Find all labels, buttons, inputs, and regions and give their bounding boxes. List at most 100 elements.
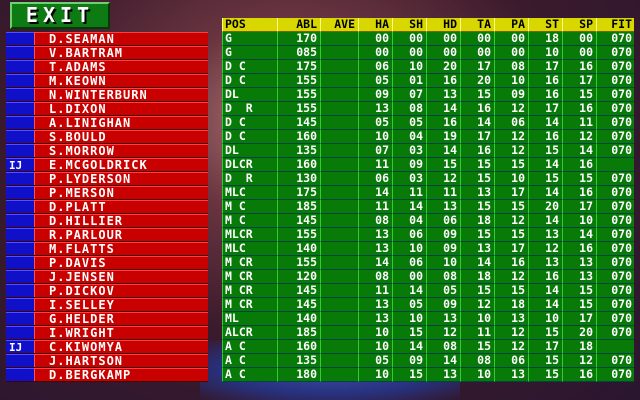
player-row[interactable]: S.BOULD (6, 130, 208, 144)
player-name[interactable]: C.KIWOMYA (34, 340, 208, 354)
player-name[interactable]: S.BOULD (34, 130, 208, 144)
table-row[interactable]: D C 155 05 01 16 20 10 16 17 070 (222, 74, 636, 88)
table-row[interactable]: M CR 155 14 06 10 14 16 13 13 070 (222, 256, 636, 270)
table-row[interactable]: A C 180 10 15 13 10 13 15 16 070 (222, 368, 636, 382)
table-row[interactable]: M CR 145 11 14 05 15 15 14 15 070 (222, 284, 636, 298)
table-row[interactable]: MLC 175 14 11 11 13 17 14 16 070 (222, 186, 636, 200)
player-name[interactable]: J.JENSEN (34, 270, 208, 284)
table-row[interactable]: D R 155 13 08 14 16 12 17 16 070 (222, 102, 636, 116)
column-header-ave[interactable]: AVE (320, 18, 358, 32)
player-name[interactable]: D.PLATT (34, 200, 208, 214)
player-name[interactable]: J.HARTSON (34, 354, 208, 368)
player-name[interactable]: P.DAVIS (34, 256, 208, 270)
player-row[interactable]: L.DIXON (6, 102, 208, 116)
player-name[interactable]: N.WINTERBURN (34, 88, 208, 102)
player-row[interactable]: J.HARTSON (6, 354, 208, 368)
player-name[interactable]: R.PARLOUR (34, 228, 208, 242)
player-name[interactable]: V.BARTRAM (34, 46, 208, 60)
table-row[interactable]: ML 140 13 10 13 10 13 10 17 070 (222, 312, 636, 326)
column-header-pa[interactable]: PA (494, 18, 528, 32)
player-name[interactable]: D.SEAMAN (34, 32, 208, 46)
table-row[interactable]: D C 160 10 04 19 17 12 16 12 070 (222, 130, 636, 144)
player-row[interactable]: M.FLATTS (6, 242, 208, 256)
cell-ha: 13 (358, 102, 392, 116)
player-row[interactable]: D.HILLIER (6, 214, 208, 228)
player-row[interactable]: N.WINTERBURN (6, 88, 208, 102)
player-row[interactable]: J.JENSEN (6, 270, 208, 284)
player-name[interactable]: T.ADAMS (34, 60, 208, 74)
player-name[interactable]: M.FLATTS (34, 242, 208, 256)
player-status-tag (6, 284, 34, 297)
player-name[interactable]: P.MERSON (34, 186, 208, 200)
player-name[interactable]: E.MCGOLDRICK (34, 158, 208, 172)
table-row[interactable]: MLCR 155 13 06 09 15 15 13 14 070 (222, 228, 636, 242)
cell-ha: 13 (358, 242, 392, 256)
player-status-tag (6, 130, 34, 143)
player-row[interactable]: IJ C.KIWOMYA (6, 340, 208, 354)
player-row[interactable]: G.HELDER (6, 312, 208, 326)
player-row[interactable]: V.BARTRAM (6, 46, 208, 60)
player-name[interactable]: G.HELDER (34, 312, 208, 326)
table-row[interactable]: DL 155 09 07 13 15 09 16 15 070 (222, 88, 636, 102)
player-row[interactable]: A.LINIGHAN (6, 116, 208, 130)
player-name[interactable]: P.LYDERSON (34, 172, 208, 186)
player-name[interactable]: S.MORROW (34, 144, 208, 158)
player-row[interactable]: P.LYDERSON (6, 172, 208, 186)
cell-sh: 10 (392, 242, 426, 256)
table-row[interactable]: D C 145 05 05 16 14 06 14 11 070 (222, 116, 636, 130)
player-row[interactable]: IJ E.MCGOLDRICK (6, 158, 208, 172)
table-row[interactable]: ALCR 185 10 15 12 11 12 15 20 070 (222, 326, 636, 340)
column-header-abl[interactable]: ABL (277, 18, 320, 32)
cell-hd: 08 (426, 340, 460, 354)
table-row[interactable]: A C 160 10 14 08 15 12 17 18 (222, 340, 636, 354)
player-row[interactable]: R.PARLOUR (6, 228, 208, 242)
table-row[interactable]: M CR 120 08 00 08 18 12 16 13 070 (222, 270, 636, 284)
player-name[interactable]: D.BERGKAMP (34, 368, 208, 382)
table-row[interactable]: D R 130 06 03 12 15 10 15 15 070 (222, 172, 636, 186)
player-row[interactable]: I.WRIGHT (6, 326, 208, 340)
cell-pa: 06 (494, 354, 528, 368)
table-row[interactable]: DL 135 07 03 14 16 12 15 14 070 (222, 144, 636, 158)
player-name[interactable]: I.WRIGHT (34, 326, 208, 340)
player-row[interactable]: P.DAVIS (6, 256, 208, 270)
player-name[interactable]: P.DICKOV (34, 284, 208, 298)
column-header-pos[interactable]: POS (222, 18, 277, 32)
table-row[interactable]: M CR 145 13 05 09 12 18 14 15 070 (222, 298, 636, 312)
player-row[interactable]: M.KEOWN (6, 74, 208, 88)
player-row[interactable]: I.SELLEY (6, 298, 208, 312)
table-row[interactable]: G 085 00 00 00 00 00 10 00 070 (222, 46, 636, 60)
table-row[interactable]: M C 185 11 14 13 15 15 20 17 070 (222, 200, 636, 214)
column-header-sh[interactable]: SH (392, 18, 426, 32)
table-row[interactable]: DLCR 160 11 09 15 15 15 14 16 (222, 158, 636, 172)
table-row[interactable]: M C 145 08 04 06 18 12 14 10 070 (222, 214, 636, 228)
cell-ave (320, 200, 358, 214)
player-row[interactable]: D.BERGKAMP (6, 368, 208, 382)
player-row[interactable]: S.MORROW (6, 144, 208, 158)
player-row[interactable]: D.PLATT (6, 200, 208, 214)
cell-st: 16 (528, 130, 562, 144)
player-row[interactable]: D.SEAMAN (6, 32, 208, 46)
player-name[interactable]: M.KEOWN (34, 74, 208, 88)
player-name[interactable]: D.HILLIER (34, 214, 208, 228)
table-row[interactable]: MLC 140 13 10 09 13 17 12 16 070 (222, 242, 636, 256)
column-header-sp[interactable]: SP (562, 18, 596, 32)
player-row[interactable]: T.ADAMS (6, 60, 208, 74)
player-row[interactable]: P.MERSON (6, 186, 208, 200)
column-header-fit[interactable]: FIT (596, 18, 634, 32)
player-name[interactable]: I.SELLEY (34, 298, 208, 312)
cell-pa: 12 (494, 214, 528, 228)
player-name[interactable]: L.DIXON (34, 102, 208, 116)
cell-abl: 145 (277, 116, 320, 130)
cell-fit: 070 (596, 186, 634, 200)
table-row[interactable]: G 170 00 00 00 00 00 18 00 070 (222, 32, 636, 46)
exit-button[interactable]: EXIT (10, 2, 110, 29)
column-header-st[interactable]: ST (528, 18, 562, 32)
player-name[interactable]: A.LINIGHAN (34, 116, 208, 130)
column-header-ha[interactable]: HA (358, 18, 392, 32)
table-row[interactable]: A C 135 05 09 14 08 06 15 12 070 (222, 354, 636, 368)
column-header-ta[interactable]: TA (460, 18, 494, 32)
column-header-hd[interactable]: HD (426, 18, 460, 32)
table-row[interactable]: D C 175 06 10 20 17 08 17 16 070 (222, 60, 636, 74)
cell-pa: 17 (494, 242, 528, 256)
player-row[interactable]: P.DICKOV (6, 284, 208, 298)
